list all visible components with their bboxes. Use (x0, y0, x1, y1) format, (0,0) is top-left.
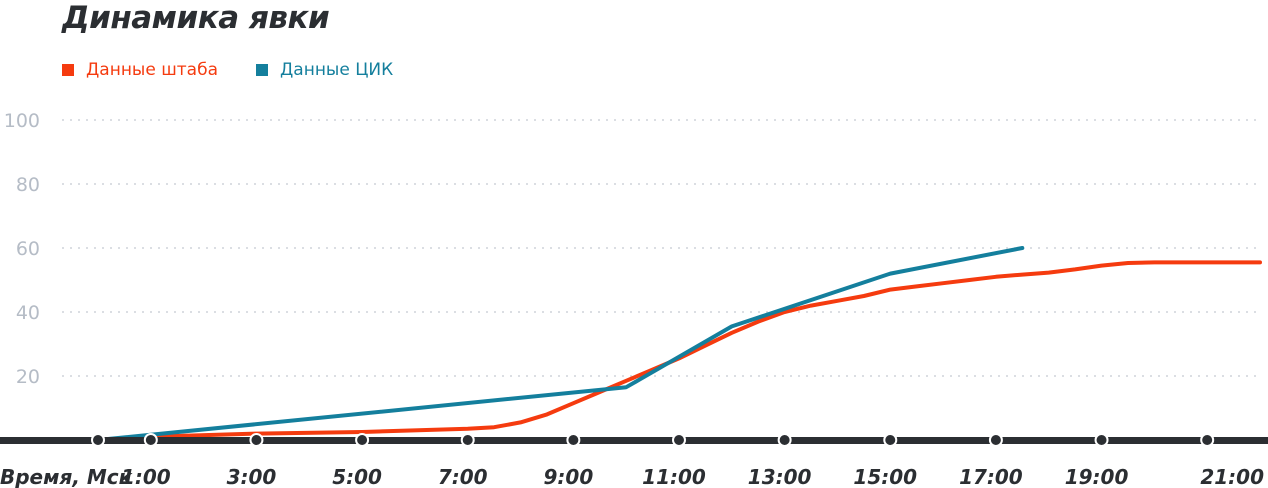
x-tick-label: 5:00 (332, 465, 382, 488)
legend-item-headquarters: Данные штаба (62, 60, 218, 80)
series-line-cik (96, 246, 1025, 442)
legend: Данные штаба Данные ЦИК (62, 60, 393, 80)
x-tick-label: 3:00 (227, 465, 277, 488)
chart-title: Динамика явки (62, 0, 330, 36)
x-axis-marker (249, 433, 264, 447)
x-axis-marker (988, 433, 1003, 447)
x-tick-label: 19:00 (1065, 465, 1129, 488)
x-axis-marker (883, 433, 898, 447)
legend-item-cik: Данные ЦИК (256, 60, 393, 80)
x-tick-label: 7:00 (438, 465, 488, 488)
x-tick-label: 1:00 (121, 465, 171, 488)
x-axis-marker (566, 433, 581, 447)
legend-label-headquarters: Данные штаба (86, 60, 218, 80)
x-axis-marker (143, 433, 158, 447)
x-axis (0, 433, 1268, 447)
legend-swatch-cik (256, 64, 268, 76)
x-axis-marker (355, 433, 370, 447)
x-tick-label: 15:00 (853, 465, 917, 488)
legend-swatch-headquarters (62, 64, 74, 76)
y-tick-label: 100 (4, 110, 40, 132)
series-lines (96, 246, 1262, 442)
x-axis-marker (777, 433, 792, 447)
x-tick-label: 21:00 (1200, 465, 1264, 488)
x-axis-marker (1200, 433, 1215, 447)
x-axis-marker (460, 433, 475, 447)
y-tick-label: 80 (16, 174, 40, 196)
x-axis-label: Время, Мск (0, 465, 133, 488)
series-line-headquarters (96, 260, 1262, 442)
y-tick-label: 60 (16, 238, 40, 260)
x-tick-label: 13:00 (748, 465, 812, 488)
y-tick-label: 40 (16, 302, 40, 324)
x-axis-marker (1094, 433, 1109, 447)
x-tick-label: 11:00 (642, 465, 706, 488)
x-axis-marker (91, 433, 105, 447)
y-tick-label: 20 (16, 366, 40, 388)
x-tick-label: 9:00 (543, 465, 593, 488)
legend-label-cik: Данные ЦИК (280, 60, 394, 80)
x-axis-marker (672, 433, 686, 447)
grid-lines (62, 119, 1262, 377)
y-axis-ticks: 20 40 60 80 100 (4, 110, 40, 388)
x-tick-label: 17:00 (959, 465, 1023, 488)
x-axis-line (0, 437, 1268, 444)
